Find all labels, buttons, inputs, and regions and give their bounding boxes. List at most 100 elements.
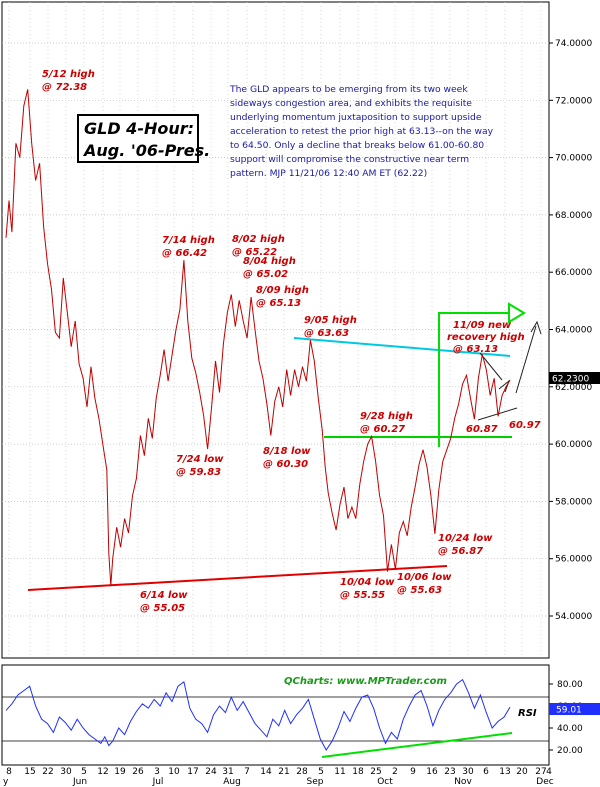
resistance-line-cyan — [293, 337, 511, 357]
price-series-line — [5, 89, 511, 586]
month-tick-label: Jul — [152, 777, 164, 787]
price-tick-label: 64.0000 — [555, 326, 592, 336]
annotation-label: 10/06 low — [397, 572, 452, 583]
rsi-tick-label: 20.00 — [557, 746, 583, 756]
month-tick-label: Aug — [223, 777, 241, 787]
annotation-value: @ 55.05 — [140, 603, 185, 614]
annotation-60-97: 60.97 — [509, 420, 541, 431]
date-tick-label: 18 — [352, 767, 364, 777]
month-edge-label: y — [3, 777, 9, 787]
price-tick-label: 54.0000 — [555, 612, 592, 622]
annotation-value: @ 66.42 — [162, 248, 207, 259]
annotation-11-09-high: 11/09 new recovery high @ 63.13 — [447, 320, 525, 355]
commentary-line: underlying momentum juxtaposition to sup… — [230, 112, 482, 123]
date-tick-label: 21 — [278, 767, 289, 777]
date-tick-label: 16 — [426, 767, 438, 777]
rsi-tick-label: 40.00 — [557, 724, 583, 734]
wedge-upper-line — [479, 352, 503, 381]
price-tick-label: 70.0000 — [555, 154, 592, 164]
annotation-7-24-low: 7/24 low @ 59.83 — [176, 454, 224, 478]
rsi-value-tag — [549, 703, 600, 715]
price-y-axis: 74.0000 72.0000 70.0000 68.0000 66.0000 64.00… — [549, 39, 592, 622]
annotation-value: @ 72.38 — [42, 82, 87, 93]
date-tick-label: 17 — [187, 767, 198, 777]
month-tick-label: Jun — [72, 777, 87, 787]
annotation-value: @ 65.13 — [256, 298, 301, 309]
annotation-value: @ 60.30 — [263, 459, 308, 470]
annotation-label: 7/24 low — [176, 454, 224, 465]
date-tick-label: 9 — [410, 767, 416, 777]
annotation-9-28-high: 9/28 high @ 60.27 — [360, 411, 413, 435]
annotation-value: @ 56.87 — [438, 546, 483, 557]
annotation-label: 8/18 low — [263, 446, 311, 457]
date-tick-label: 12 — [97, 767, 108, 777]
annotation-label: 8/09 high — [256, 285, 309, 296]
annotation-9-05-high: 9/05 high @ 63.63 — [304, 315, 357, 339]
annotation-value: @ 63.13 — [453, 344, 498, 355]
support-trendline-red — [27, 565, 448, 591]
rsi-tick-label: 80.00 — [557, 680, 583, 690]
annotation-value: @ 60.27 — [360, 424, 405, 435]
price-tick-label: 68.0000 — [555, 211, 592, 221]
date-tick-label: 19 — [114, 767, 126, 777]
month-tick-label: Dec — [536, 777, 553, 787]
annotation-value: @ 55.63 — [397, 585, 442, 596]
date-tick-label: 26 — [132, 767, 144, 777]
annotation-6-14-low: 6/14 low @ 55.05 — [140, 590, 188, 614]
annotation-label: 11/09 new — [453, 320, 512, 331]
annotation-label: 9/05 high — [304, 315, 357, 326]
projection-arrow-head — [530, 320, 542, 335]
annotation-10-06-low: 10/06 low @ 55.63 — [397, 572, 452, 596]
price-tick-label: 58.0000 — [555, 497, 592, 507]
date-tick-label: 13 — [499, 767, 510, 777]
annotation-60-87: 60.87 — [466, 424, 498, 435]
date-tick-label: 6 — [483, 767, 489, 777]
price-tick-label: 62.0000 — [555, 383, 592, 393]
annotation-5-12-high: 5/12 high @ 72.38 — [42, 69, 95, 93]
month-tick-label: Oct — [377, 777, 393, 787]
date-tick-label: 14 — [260, 767, 272, 777]
annotation-8-02-high: 8/02 high @ 65.22 — [232, 234, 285, 258]
chart-subtitle: Aug. '06-Pres. — [82, 141, 210, 160]
date-tick-label: 30 — [462, 767, 474, 777]
date-tick-label: 30 — [60, 767, 72, 777]
rsi-label: RSI — [518, 708, 537, 719]
date-tick-label: 10 — [168, 767, 180, 777]
date-tick-label: 11 — [334, 767, 345, 777]
price-tick-label: 60.0000 — [555, 440, 592, 450]
last-price-value: 62.2300 — [552, 375, 589, 385]
commentary-line: acceleration to retest the prior high at… — [230, 126, 494, 137]
commentary-line: pattern. MJP 11/21/06 12:40 AM ET (62.22… — [230, 168, 427, 179]
price-tick-label: 56.0000 — [555, 555, 592, 565]
rsi-value: 59.01 — [556, 706, 582, 716]
annotation-value: @ 63.63 — [304, 328, 349, 339]
date-tick-label: 7 — [244, 767, 250, 777]
commentary-line: sideways congestion area, and exhibits t… — [230, 98, 472, 109]
price-tick-label: 72.0000 — [555, 96, 592, 106]
annotation-8-04-high: 8/04 high @ 65.02 — [243, 256, 296, 280]
breakout-box-green — [438, 312, 510, 447]
rsi-trendline-green — [321, 732, 513, 758]
annotation-label: recovery high — [447, 332, 525, 343]
date-tick-label: 25 — [370, 767, 381, 777]
annotation-label: 9/28 high — [360, 411, 413, 422]
annotation-label: 10/04 low — [340, 577, 395, 588]
annotation-10-04-low: 10/04 low @ 55.55 — [340, 577, 395, 601]
annotation-label: 6/14 low — [140, 590, 188, 601]
projection-arrow-line — [515, 325, 537, 394]
green-arrow-head — [508, 302, 526, 324]
date-tick-label: 31 — [222, 767, 233, 777]
annotation-label: 8/02 high — [232, 234, 285, 245]
gridlines — [2, 2, 549, 658]
date-tick-label: 3 — [154, 767, 160, 777]
rsi-series-line — [5, 678, 511, 751]
date-tick-label: 5 — [318, 767, 324, 777]
date-tick-label: 8 — [6, 767, 12, 777]
date-x-axis: 8 15 22 30 5 12 19 26 3 10 17 24 31 7 14 21 28 5 11 18 25 2 9 1… — [3, 767, 554, 787]
annotation-label: 5/12 high — [42, 69, 95, 80]
date-tick-label: 23 — [444, 767, 455, 777]
month-tick-label: Nov — [454, 777, 472, 787]
annotation-8-09-high: 8/09 high @ 65.13 — [256, 285, 309, 309]
annotation-8-18-low: 8/18 low @ 60.30 — [263, 446, 311, 470]
